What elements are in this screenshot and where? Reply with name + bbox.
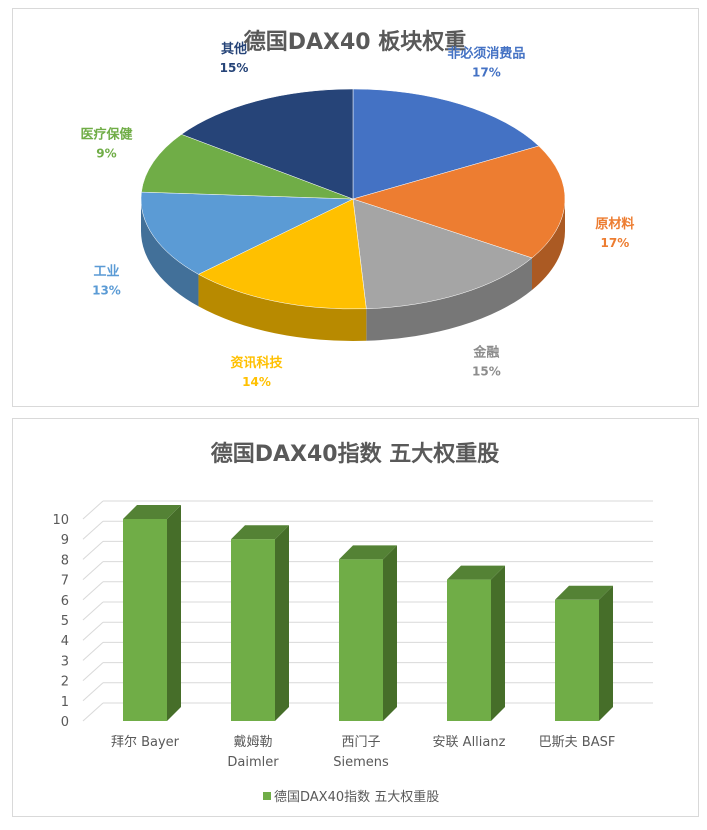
- pie-slice: [197, 198, 367, 310]
- bar-side: [599, 585, 613, 721]
- pie-label: 原材料: [595, 216, 634, 232]
- x-tick-label: 安联 Allianz: [433, 735, 506, 750]
- gridline-depth: [82, 581, 104, 601]
- gridline-depth: [82, 520, 104, 540]
- chart-title: 德国DAX40 板块权重: [244, 29, 467, 55]
- bar-top: [339, 545, 397, 560]
- x-tick-label: 拜尔 Bayer: [111, 735, 180, 750]
- y-tick-label: 4: [61, 634, 69, 649]
- chart-title: 德国DAX40指数 五大权重股: [211, 441, 500, 467]
- bar: [555, 599, 599, 721]
- y-tick-label: 3: [61, 654, 69, 669]
- pie-slice-side: [198, 274, 367, 341]
- pie-slice: [140, 191, 354, 275]
- y-tick-label: 10: [52, 513, 69, 528]
- x-tick-label: Daimler: [227, 755, 279, 770]
- gridline-depth: [82, 621, 104, 641]
- pie-label: 金融: [472, 344, 499, 360]
- pie-slice-side: [366, 257, 532, 341]
- gridline-depth: [82, 541, 104, 560]
- y-tick-label: 7: [61, 574, 69, 589]
- pie-label: 资讯科技: [231, 355, 284, 371]
- pie-slice: [352, 88, 540, 200]
- pie-percent: 15%: [220, 61, 249, 75]
- pie-percent: 13%: [92, 284, 121, 298]
- gridline-depth: [82, 702, 104, 722]
- y-tick-label: 0: [61, 715, 69, 730]
- pie-slice-side: [141, 199, 199, 307]
- pie-label: 医疗保健: [80, 126, 132, 142]
- pie-label: 工业: [93, 264, 119, 280]
- pie-label: 其他: [221, 41, 247, 57]
- y-tick-label: 9: [61, 533, 69, 548]
- bar-top: [123, 505, 181, 519]
- bar-chart: 德国DAX40指数 五大权重股 0 1 2 3 4 5 6 7 8 9 10 拜尔 Bayer 戴姆勒 Da…: [52, 441, 653, 805]
- pie-label: 非必须消费品: [447, 46, 525, 62]
- gridline-depth: [82, 662, 104, 681]
- legend-swatch: [263, 792, 271, 800]
- pie-percent: 17%: [472, 66, 501, 80]
- gridline-depth: [82, 601, 104, 621]
- gridline-depth: [82, 682, 104, 702]
- pie-percent: 9%: [96, 146, 116, 160]
- pie-chart-panel: 德国DAX40 板块权重 非必须消费品 17% 原材料 17% 金融 15% 资讯科技 14% 工…: [12, 8, 699, 407]
- gridline-depth: [82, 642, 104, 661]
- pie-percent: 15%: [472, 364, 501, 378]
- y-tick-label: 8: [61, 553, 69, 568]
- bar: [231, 539, 275, 721]
- bar-side: [167, 505, 181, 721]
- gridline-depth: [82, 500, 104, 520]
- gridline-depth: [82, 561, 104, 580]
- x-tick-label: 戴姆勒: [233, 735, 272, 750]
- bar-side: [275, 525, 289, 721]
- pie-slice: [352, 145, 566, 259]
- pie-percent: 17%: [601, 236, 630, 250]
- pie-slice: [141, 134, 354, 200]
- x-tick-label: Siemens: [333, 755, 389, 770]
- bar-top: [231, 525, 289, 540]
- legend-label: 德国DAX40指数 五大权重股: [274, 789, 439, 805]
- pie-slice: [180, 88, 354, 200]
- bar: [447, 579, 491, 721]
- x-tick-label: 西门子: [341, 735, 380, 750]
- bar: [123, 519, 167, 721]
- x-tick-label: 巴斯夫 BASF: [539, 735, 616, 750]
- pie-slice: [352, 198, 533, 310]
- y-tick-label: 6: [61, 594, 69, 609]
- bar-chart-panel: 德国DAX40指数 五大权重股 0 1 2 3 4 5 6 7 8 9 10 拜尔 Bayer 戴姆勒 Da…: [12, 418, 699, 817]
- bar-top: [555, 585, 613, 600]
- y-tick-label: 1: [61, 695, 69, 710]
- y-tick-label: 2: [61, 675, 69, 690]
- pie-percent: 14%: [242, 375, 271, 389]
- pie-slice-side: [531, 199, 565, 290]
- bar-top: [447, 565, 505, 580]
- bar: [339, 559, 383, 721]
- bar-side: [383, 545, 397, 721]
- bar-side: [491, 565, 505, 721]
- y-tick-label: 5: [61, 614, 69, 629]
